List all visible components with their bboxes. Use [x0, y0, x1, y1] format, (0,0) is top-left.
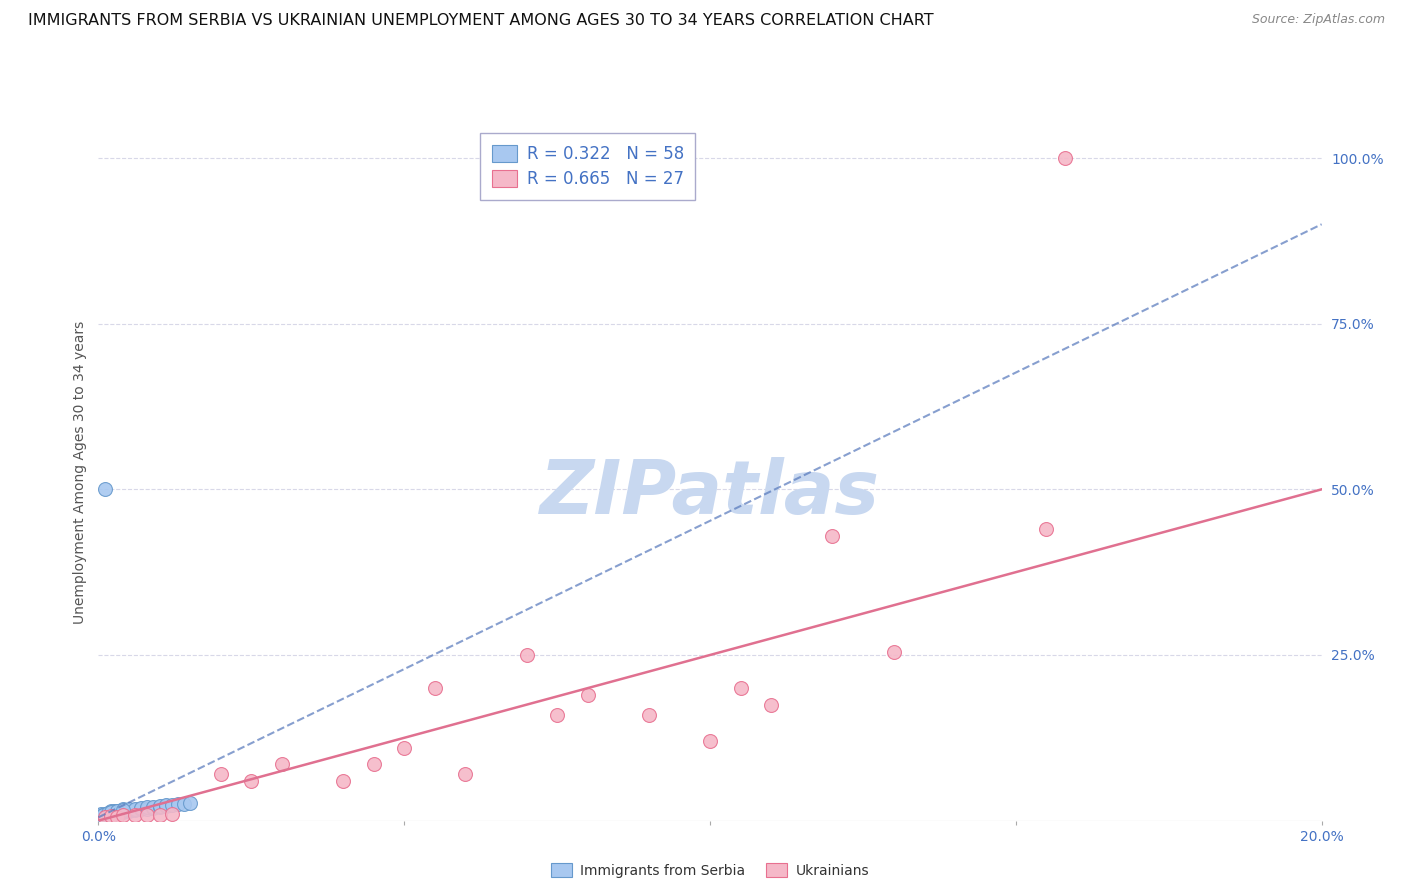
Point [160, 797, 183, 812]
Point [883, 645, 905, 659]
Point [136, 802, 159, 816]
Point [101, 805, 124, 820]
Point [821, 529, 844, 543]
Point [103, 804, 125, 818]
Point [111, 804, 134, 818]
Point [759, 698, 782, 712]
Point [118, 803, 141, 817]
Point [136, 807, 159, 822]
Point [93, 810, 115, 824]
Point [699, 734, 721, 748]
Point [124, 803, 146, 817]
Point [179, 797, 201, 811]
Point [1053, 151, 1076, 165]
Point [155, 798, 177, 813]
Point [98, 806, 121, 821]
Text: IMMIGRANTS FROM SERBIA VS UKRAINIAN UNEMPLOYMENT AMONG AGES 30 TO 34 YEARS CORRE: IMMIGRANTS FROM SERBIA VS UKRAINIAN UNEM… [28, 13, 934, 29]
Point [118, 802, 141, 816]
Text: ZIPatlas: ZIPatlas [540, 457, 880, 530]
Point [111, 802, 134, 816]
Point [173, 797, 195, 811]
Point [111, 808, 134, 822]
Point [240, 773, 263, 788]
Point [105, 805, 128, 820]
Point [129, 801, 152, 815]
Point [93, 808, 115, 822]
Point [167, 797, 190, 811]
Point [94, 807, 117, 822]
Point [97, 807, 120, 822]
Text: Source: ZipAtlas.com: Source: ZipAtlas.com [1251, 13, 1385, 27]
Point [142, 799, 165, 814]
Point [392, 740, 416, 755]
Point [363, 757, 385, 772]
Point [576, 688, 599, 702]
Point [91, 809, 114, 823]
Point [118, 804, 141, 818]
Point [155, 799, 177, 814]
Point [93, 807, 115, 822]
Point [105, 805, 128, 819]
Point [730, 681, 752, 695]
Point [423, 681, 446, 695]
Point [91, 810, 114, 824]
Point [124, 808, 146, 822]
Point [89, 808, 111, 822]
Point [105, 810, 128, 824]
Point [100, 805, 122, 819]
Point [546, 707, 568, 722]
Point [93, 483, 115, 497]
Point [149, 800, 172, 814]
Point [516, 648, 538, 662]
Point [93, 807, 115, 822]
Point [111, 803, 134, 817]
Point [270, 757, 292, 772]
Point [100, 805, 122, 820]
Point [97, 806, 120, 821]
Point [105, 805, 128, 819]
Point [105, 805, 128, 819]
Legend: Immigrants from Serbia, Ukrainians: Immigrants from Serbia, Ukrainians [546, 857, 875, 883]
Point [105, 804, 128, 818]
Point [100, 809, 122, 823]
Point [89, 810, 111, 824]
Point [209, 767, 232, 781]
Point [89, 810, 111, 824]
Point [90, 809, 112, 823]
Point [97, 807, 120, 822]
Point [101, 806, 124, 821]
Point [96, 807, 118, 822]
Point [90, 810, 112, 824]
Point [1035, 522, 1057, 536]
Point [101, 805, 124, 819]
Point [91, 808, 114, 822]
Point [96, 808, 118, 822]
Y-axis label: Unemployment Among Ages 30 to 34 years: Unemployment Among Ages 30 to 34 years [73, 321, 87, 624]
Point [149, 808, 172, 822]
Point [129, 802, 152, 816]
Point [91, 807, 114, 822]
Point [90, 807, 112, 822]
Point [100, 805, 122, 819]
Point [111, 805, 134, 819]
Point [124, 802, 146, 816]
Point [97, 805, 120, 820]
Point [100, 807, 122, 822]
Point [637, 707, 661, 722]
Point [160, 807, 183, 822]
Point [136, 800, 159, 814]
Point [454, 767, 477, 781]
Point [149, 799, 172, 814]
Point [332, 773, 354, 788]
Point [142, 801, 165, 815]
